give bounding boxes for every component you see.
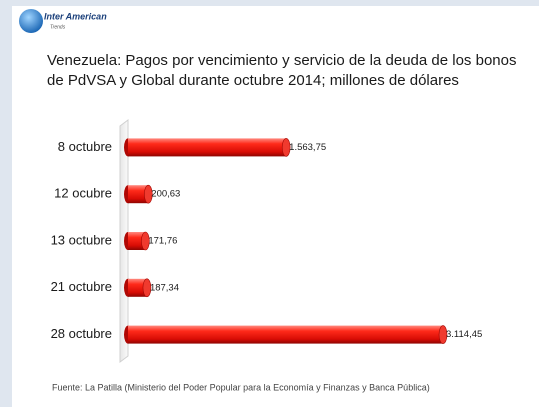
bar <box>128 278 147 297</box>
bar-cap <box>438 325 448 344</box>
bar-cap <box>141 231 150 251</box>
value-label: 1.563,75 <box>289 142 326 153</box>
bar <box>128 232 146 250</box>
bar-cap <box>142 278 152 298</box>
value-label: 187,34 <box>150 282 179 293</box>
value-label: 171,76 <box>148 236 177 247</box>
y-tick-label: 13 octubre <box>51 232 112 247</box>
value-label: 3.114,45 <box>446 329 482 340</box>
logo-name: Inter American <box>44 11 107 21</box>
y-tick-label: 12 ocubre <box>54 186 112 201</box>
bar <box>128 185 149 204</box>
y-tick-label: 21 octubre <box>51 279 112 294</box>
y-tick-label: 28 octubre <box>51 326 112 341</box>
chart-title: Venezuela: Pagos por vencimiento y servi… <box>47 52 516 89</box>
logo-globe <box>19 9 43 33</box>
slide-border <box>0 0 539 6</box>
y-tick-label: 8 octubre <box>58 139 112 154</box>
bar <box>128 138 287 157</box>
bar <box>128 325 443 344</box>
source: Fuente: La Patilla (Ministerio del Poder… <box>52 382 430 392</box>
bar-cap <box>143 184 153 204</box>
logo-subtitle: Trends <box>50 24 66 30</box>
value-label: 200,63 <box>151 189 180 200</box>
bar-cap <box>281 138 291 157</box>
slide-border <box>0 0 12 407</box>
